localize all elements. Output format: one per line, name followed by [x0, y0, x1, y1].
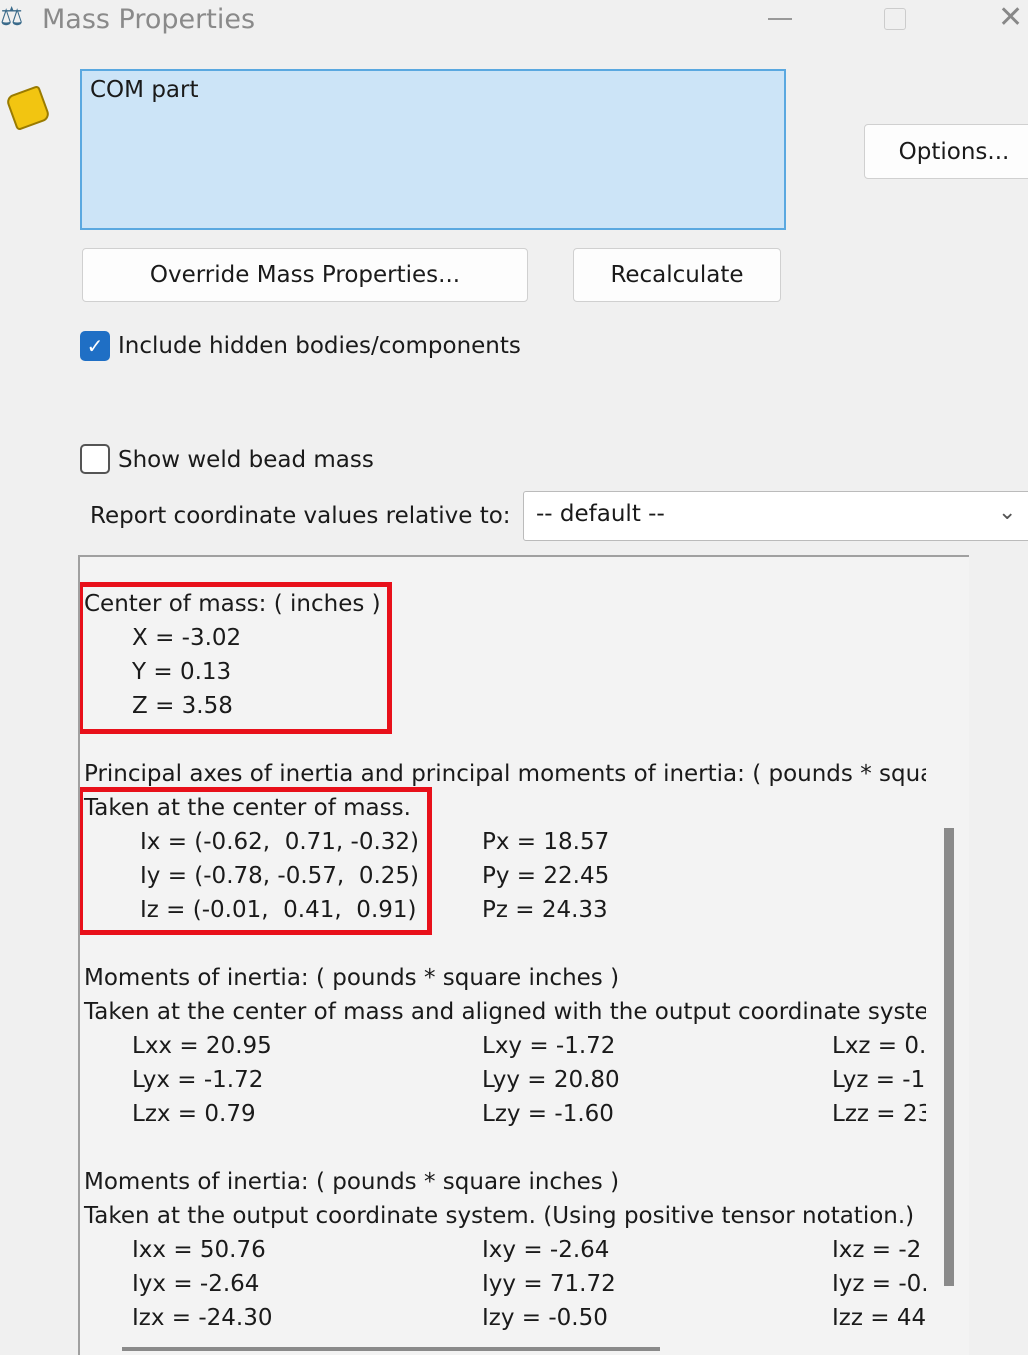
include-hidden-label[interactable]: Include hidden bodies/components	[118, 333, 521, 359]
izx: Izx = -24.30	[132, 1305, 273, 1331]
coordinate-select[interactable]: -- default -- ⌄	[523, 491, 1028, 541]
lxz: Lxz = 0.	[832, 1033, 926, 1059]
moi-output-header: Moments of inertia: ( pounds * square in…	[84, 1169, 620, 1195]
app-icon: ⚖	[0, 2, 24, 32]
lzz: Lzz = 23	[832, 1101, 926, 1127]
moi-output-sub: Taken at the output coordinate system. (…	[84, 1203, 915, 1229]
include-hidden-checkbox[interactable]: ✓	[80, 331, 110, 361]
ixz: Ixz = -2	[832, 1237, 922, 1263]
moi-com-sub: Taken at the center of mass and aligned …	[84, 999, 926, 1025]
chevron-down-icon: ⌄	[998, 500, 1017, 525]
lyx: Lyx = -1.72	[132, 1067, 264, 1093]
coordinate-label: Report coordinate values relative to:	[90, 503, 511, 529]
principal-header: Principal axes of inertia and principal …	[84, 761, 926, 787]
com-y: Y = 0.13	[132, 659, 232, 685]
principal-highlight-box	[80, 787, 432, 935]
results-panel: Center of mass: ( inches ) X = -3.02 Y =…	[78, 555, 969, 1355]
com-highlight-box	[80, 582, 392, 734]
checkmark-icon: ✓	[86, 334, 104, 358]
lxy: Lxy = -1.72	[482, 1033, 616, 1059]
izy: Izy = -0.50	[482, 1305, 608, 1331]
moment-px: Px = 18.57	[482, 829, 610, 855]
com-x: X = -3.02	[132, 625, 242, 651]
coordinate-value: -- default --	[536, 501, 665, 527]
lyy: Lyy = 20.80	[482, 1067, 620, 1093]
axis-ix: Ix = (-0.62, 0.71, -0.32)	[140, 829, 420, 855]
principal-sub: Taken at the center of mass.	[84, 795, 411, 821]
lzy: Lzy = -1.60	[482, 1101, 614, 1127]
iyx: Iyx = -2.64	[132, 1271, 260, 1297]
lxx: Lxx = 20.95	[132, 1033, 272, 1059]
selection-item[interactable]: COM part	[90, 77, 199, 103]
selection-list[interactable]: COM part	[80, 69, 786, 230]
override-mass-properties-button[interactable]: Override Mass Properties...	[82, 248, 528, 302]
maximize-icon[interactable]	[884, 8, 906, 30]
show-weld-bead-label[interactable]: Show weld bead mass	[118, 447, 374, 473]
ixy: Ixy = -2.64	[482, 1237, 610, 1263]
show-weld-bead-checkbox[interactable]	[80, 444, 110, 474]
iyy: Iyy = 71.72	[482, 1271, 616, 1297]
axis-iy: Iy = (-0.78, -0.57, 0.25)	[140, 863, 420, 889]
iyz: Iyz = -0.	[832, 1271, 926, 1297]
axis-iz: Iz = (-0.01, 0.41, 0.91)	[140, 897, 417, 923]
part-icon	[4, 84, 52, 132]
recalculate-button[interactable]: Recalculate	[573, 248, 781, 302]
moment-py: Py = 22.45	[482, 863, 610, 889]
window-title: Mass Properties	[42, 4, 256, 35]
close-icon[interactable]: ✕	[998, 0, 1024, 35]
com-z: Z = 3.58	[132, 693, 233, 719]
options-button[interactable]: Options...	[864, 124, 1028, 179]
horizontal-scrollbar[interactable]	[122, 1347, 660, 1351]
vertical-scrollbar[interactable]	[944, 828, 954, 1286]
moment-pz: Pz = 24.33	[482, 897, 608, 923]
lzx: Lzx = 0.79	[132, 1101, 256, 1127]
izz: Izz = 44	[832, 1305, 926, 1331]
ixx: Ixx = 50.76	[132, 1237, 266, 1263]
minimize-icon[interactable]	[768, 18, 792, 20]
com-header: Center of mass: ( inches )	[84, 591, 381, 617]
lyz: Lyz = -1	[832, 1067, 926, 1093]
moi-com-header: Moments of inertia: ( pounds * square in…	[84, 965, 620, 991]
